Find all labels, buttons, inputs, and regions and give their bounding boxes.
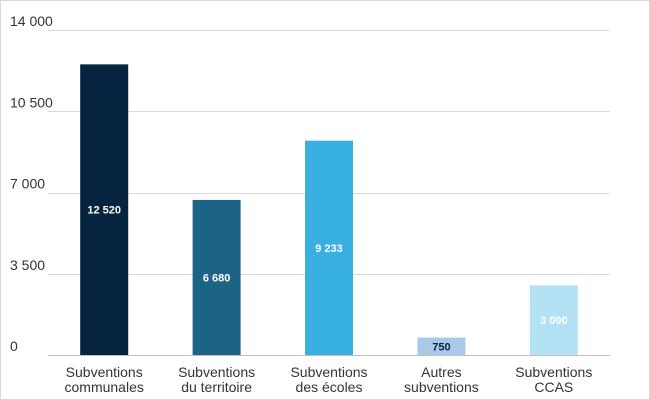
x-tick-label-line: Subventions [66, 364, 143, 380]
x-tick-label-line: CCAS [534, 379, 573, 395]
x-tick-label-line: Autres [421, 364, 461, 380]
x-tick-label-line: communales [65, 379, 144, 395]
data-label: 6 680 [203, 272, 231, 284]
x-tick-label: Subventions communales [65, 364, 144, 395]
bar [192, 199, 241, 355]
data-label: 9 233 [315, 243, 343, 255]
x-tick-label-line: Subventions [178, 364, 255, 380]
y-tick-label: 10 500 [10, 94, 53, 110]
data-label: 750 [432, 341, 450, 353]
x-tick-label: Subventions des écoles [290, 364, 367, 395]
y-tick-label: 7 000 [10, 176, 45, 192]
y-axis-ticks: 0 3 500 7 000 10 500 14 000 [10, 13, 53, 354]
x-tick-label-line: du territoire [181, 379, 252, 395]
bar [417, 337, 466, 355]
x-tick-label-line: Subventions [515, 364, 592, 380]
bar [80, 64, 129, 355]
x-tick-label: Autres subventions [404, 364, 479, 395]
x-tick-label-line: Subventions [290, 364, 367, 380]
bars [80, 64, 578, 355]
bar [529, 285, 578, 355]
data-label: 3 000 [540, 315, 568, 327]
data-labels: 12 520 6 680 9 233 750 3 000 [87, 205, 567, 354]
y-tick-label: 0 [10, 338, 18, 354]
bar [305, 140, 353, 355]
x-tick-label-line: des écoles [296, 379, 363, 395]
y-tick-label: 3 500 [10, 257, 45, 273]
x-tick-label: Subventions CCAS [515, 364, 592, 395]
x-tick-label: Subventions du territoire [178, 364, 255, 395]
y-tick-label: 14 000 [10, 13, 53, 29]
x-tick-label-line: subventions [404, 379, 479, 395]
data-label: 12 520 [87, 205, 121, 217]
